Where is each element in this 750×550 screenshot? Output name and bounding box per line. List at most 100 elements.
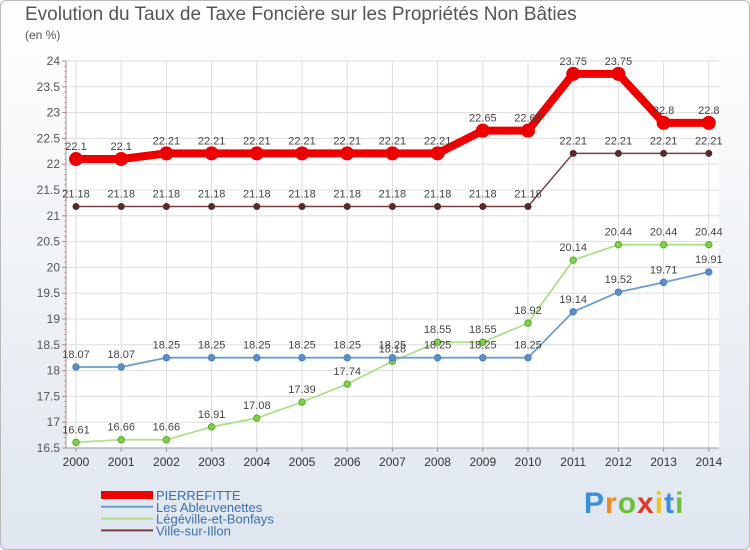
- x-tick-label: 2010: [515, 455, 542, 469]
- y-tick-label: 18: [47, 364, 61, 378]
- data-label: 19.91: [695, 254, 723, 266]
- logo-letter: t: [664, 487, 676, 520]
- data-label: 22.21: [650, 135, 678, 147]
- data-label: 18.92: [514, 305, 542, 317]
- data-label: 21.18: [153, 189, 181, 201]
- data-label: 18.25: [469, 340, 497, 352]
- y-tick-label: 18.5: [37, 338, 61, 352]
- data-point: [656, 115, 671, 130]
- data-point: [614, 149, 622, 157]
- y-tick-label: 17: [47, 415, 61, 429]
- y-tick-label: 16.5: [37, 441, 61, 455]
- data-point: [479, 203, 487, 211]
- data-point: [249, 146, 264, 161]
- data-point: [208, 203, 216, 211]
- data-label: 19.14: [559, 294, 587, 306]
- x-tick-label: 2008: [424, 455, 451, 469]
- y-tick-label: 20: [47, 260, 61, 274]
- data-label: 20.44: [605, 227, 633, 239]
- data-label: 18.25: [424, 340, 452, 352]
- data-point: [614, 288, 623, 296]
- data-label: 22.8: [698, 105, 719, 117]
- y-tick-label: 23: [47, 106, 61, 120]
- chart-title: Evolution du Taux de Taxe Foncière sur l…: [25, 4, 577, 25]
- logo-letter: i: [654, 487, 665, 520]
- data-label: 21.18: [514, 189, 542, 201]
- data-point: [207, 354, 216, 362]
- x-tick-label: 2007: [379, 455, 406, 469]
- y-tick-label: 21.5: [37, 183, 61, 197]
- data-point: [569, 256, 577, 264]
- data-point: [253, 354, 261, 362]
- data-label: 18.55: [469, 324, 497, 336]
- data-point: [611, 66, 626, 81]
- x-tick-label: 2003: [198, 455, 225, 469]
- data-label: 18.25: [333, 340, 361, 352]
- data-point: [253, 414, 261, 422]
- data-label: 17.08: [243, 400, 271, 412]
- data-label: 22.21: [243, 135, 271, 147]
- x-tick-label: 2011: [560, 455, 586, 469]
- data-label: 22.21: [288, 135, 316, 147]
- data-point: [524, 203, 532, 211]
- data-point: [72, 363, 80, 371]
- data-point: [705, 240, 713, 249]
- data-label: 22.65: [469, 113, 497, 125]
- x-tick-label: 2004: [243, 455, 270, 469]
- data-point: [385, 146, 400, 161]
- legend-label: Les Ableuvenettes: [156, 500, 263, 515]
- data-point: [207, 423, 216, 431]
- data-label: 21.18: [333, 189, 361, 201]
- data-point: [566, 66, 581, 81]
- data-point: [475, 123, 490, 138]
- y-tick-label: 19: [47, 312, 61, 326]
- data-label: 18.18: [379, 343, 407, 355]
- data-point: [660, 149, 668, 157]
- data-point: [117, 436, 125, 444]
- data-label: 21.18: [288, 189, 316, 201]
- data-label: 23.75: [605, 56, 633, 68]
- data-point: [117, 363, 125, 371]
- data-point: [388, 354, 397, 362]
- data-point: [162, 436, 171, 444]
- data-point: [430, 146, 445, 161]
- data-point: [298, 203, 306, 211]
- data-label: 22.21: [424, 135, 452, 147]
- data-point: [295, 146, 309, 161]
- data-label: 20.44: [650, 227, 678, 239]
- data-label: 16.66: [153, 422, 181, 434]
- x-tick-label: 2002: [153, 455, 180, 469]
- data-point: [159, 146, 174, 161]
- data-point: [479, 338, 487, 346]
- data-label: 22.21: [198, 135, 226, 147]
- data-label: 18.25: [514, 340, 542, 352]
- data-point: [343, 203, 351, 211]
- data-label: 21.18: [469, 189, 497, 201]
- data-point: [434, 203, 442, 211]
- y-tick-label: 22: [47, 157, 61, 171]
- data-label: 22.21: [153, 135, 181, 147]
- data-label: 22.21: [695, 135, 723, 147]
- data-point: [524, 319, 532, 327]
- data-point: [298, 354, 306, 362]
- data-point: [569, 149, 577, 157]
- data-label: 21.18: [424, 189, 452, 201]
- y-tick-label: 24: [47, 54, 61, 68]
- x-tick-label: 2001: [108, 455, 135, 469]
- data-point: [659, 278, 668, 287]
- data-point: [72, 203, 80, 211]
- data-point: [659, 240, 668, 249]
- x-tick-label: 2009: [469, 455, 496, 469]
- data-point: [253, 203, 261, 211]
- data-point: [162, 203, 170, 211]
- data-label: 19.52: [605, 274, 633, 286]
- data-label: 22.21: [379, 135, 407, 147]
- y-tick-label: 22.5: [37, 131, 61, 145]
- data-label: 17.39: [288, 384, 316, 396]
- data-label: 19.71: [650, 264, 678, 276]
- data-label: 18.07: [62, 349, 90, 361]
- data-point: [69, 152, 83, 167]
- data-point: [343, 380, 351, 388]
